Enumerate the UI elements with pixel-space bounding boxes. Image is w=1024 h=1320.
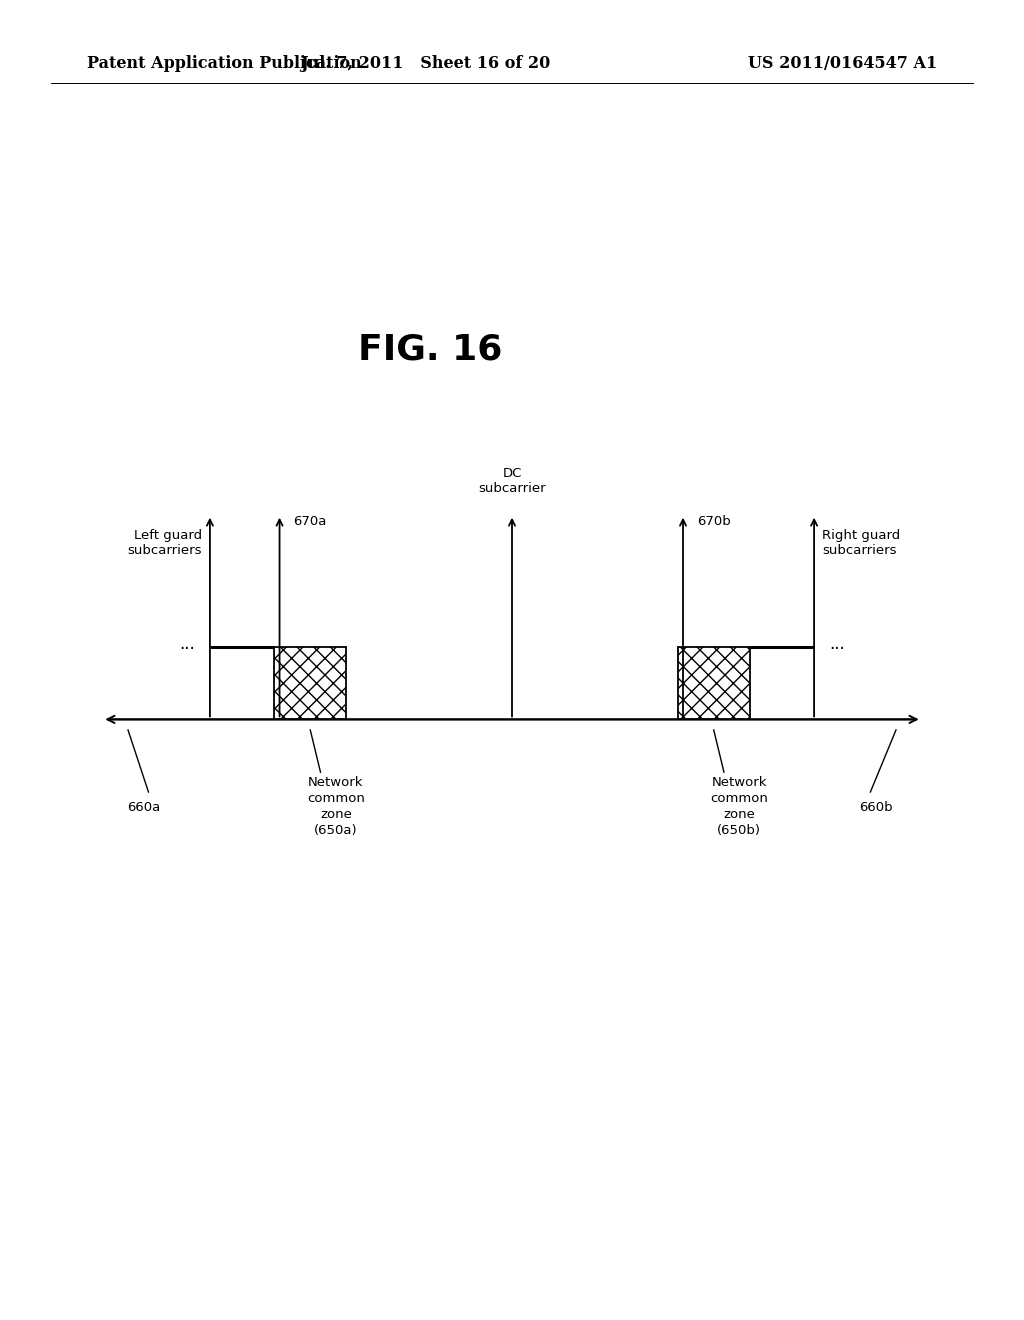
Text: 660a: 660a — [127, 801, 160, 814]
Text: Left guard
subcarriers: Left guard subcarriers — [127, 529, 202, 557]
Text: 660b: 660b — [859, 801, 892, 814]
Text: Patent Application Publication: Patent Application Publication — [87, 55, 361, 71]
Text: US 2011/0164547 A1: US 2011/0164547 A1 — [748, 55, 937, 71]
Text: Jul. 7, 2011   Sheet 16 of 20: Jul. 7, 2011 Sheet 16 of 20 — [300, 55, 550, 71]
Bar — [274, 647, 346, 719]
Text: Network
common
zone
(650a): Network common zone (650a) — [307, 776, 365, 837]
Text: DC
subcarrier: DC subcarrier — [478, 467, 546, 495]
Text: Right guard
subcarriers: Right guard subcarriers — [822, 529, 900, 557]
Text: 670b: 670b — [697, 515, 730, 528]
Text: FIG. 16: FIG. 16 — [358, 333, 502, 367]
Text: ...: ... — [829, 635, 845, 653]
Bar — [678, 647, 750, 719]
Text: ...: ... — [179, 635, 195, 653]
Text: 670a: 670a — [294, 515, 327, 528]
Text: Network
common
zone
(650b): Network common zone (650b) — [711, 776, 768, 837]
